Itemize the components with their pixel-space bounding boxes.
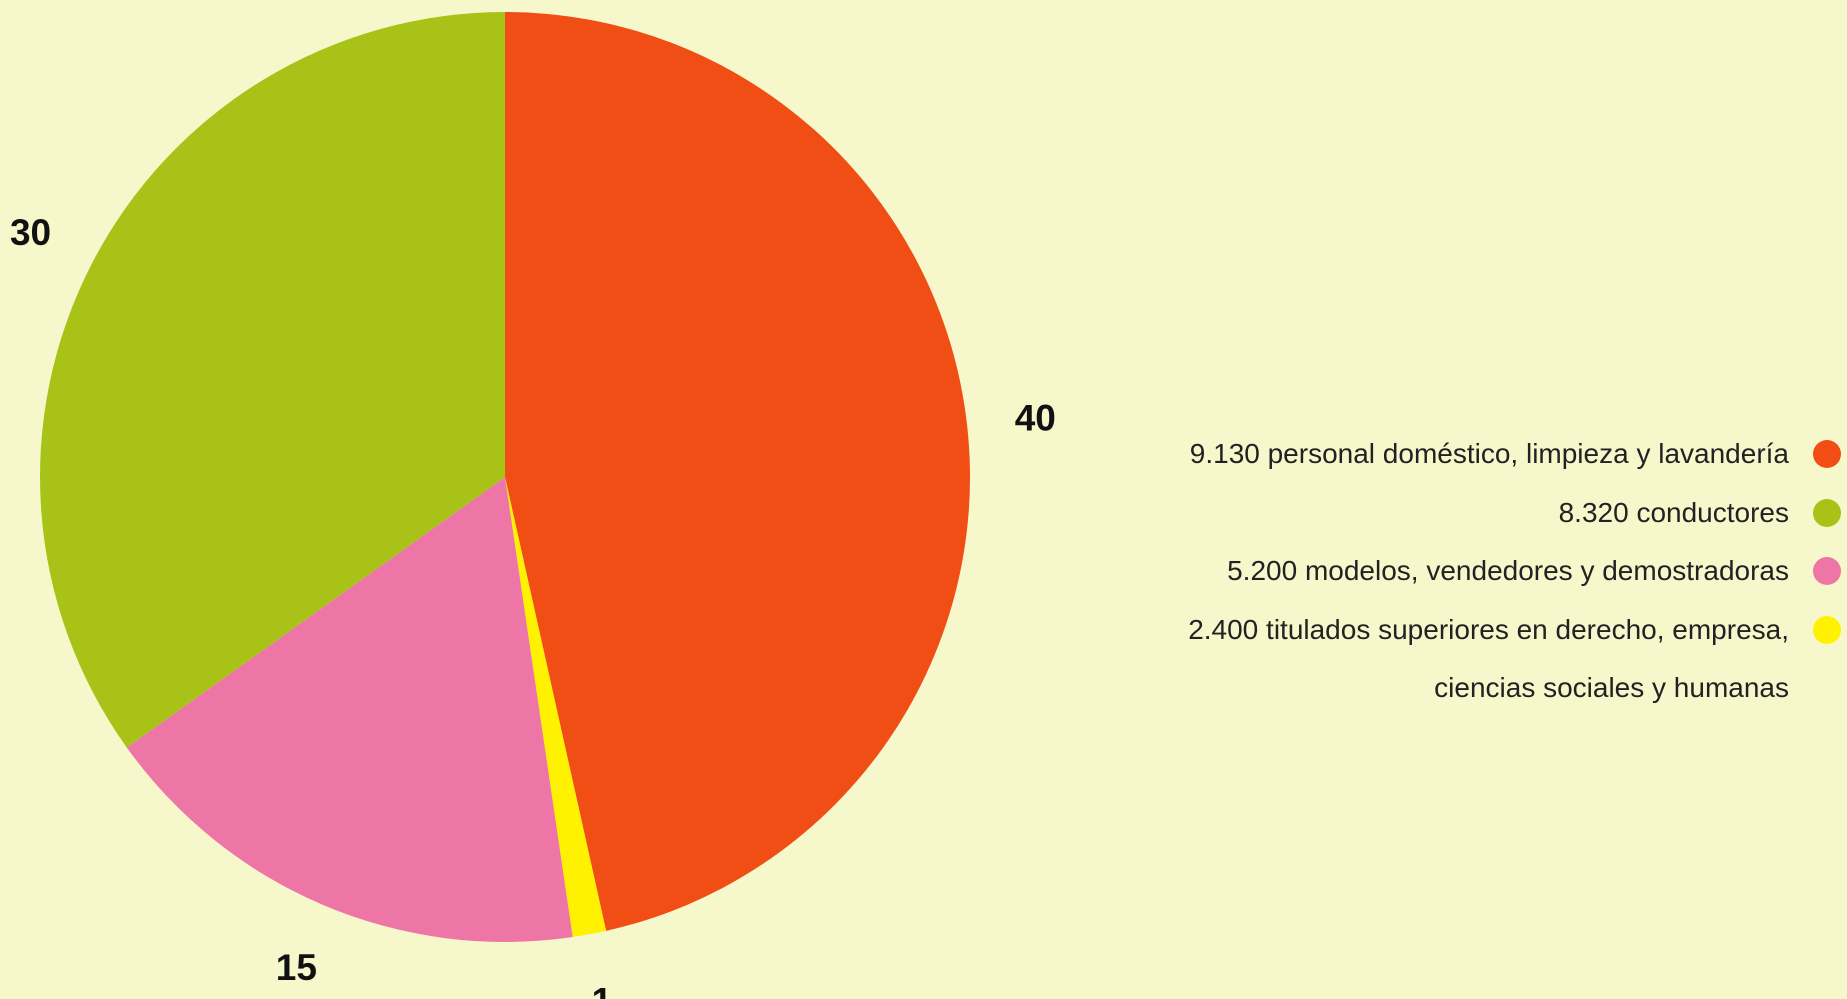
legend-label: 2.400 titulados superiores en derecho, e… <box>1188 613 1789 704</box>
legend-swatch <box>1813 615 1841 644</box>
legend-label: 8.320 conductores <box>1558 496 1789 528</box>
legend-item-graduates: 2.400 titulados superiores en derecho, e… <box>987 601 1847 718</box>
legend-item-drivers: 8.320 conductores <box>987 484 1847 543</box>
legend-swatch <box>1813 557 1841 585</box>
slice-value-label: 30 <box>10 212 51 253</box>
slice-value-label: 40 <box>1015 398 1056 439</box>
legend-label: 5.200 modelos, vendedores y demostradora… <box>1227 555 1789 586</box>
legend-swatch <box>1813 498 1841 527</box>
legend-swatch <box>1813 440 1841 468</box>
legend: 9.130 personal doméstico, limpieza y lav… <box>987 425 1847 718</box>
slice-value-label: 1 <box>592 981 613 999</box>
pie-slice-1 <box>505 477 607 938</box>
pie-slice-15 <box>126 477 573 942</box>
legend-item-domestic: 9.130 personal doméstico, limpieza y lav… <box>987 425 1847 484</box>
legend-label: 9.130 personal doméstico, limpieza y lav… <box>1189 438 1789 469</box>
legend-item-models: 5.200 modelos, vendedores y demostradora… <box>987 542 1847 601</box>
pie-slice-30 <box>39 12 506 748</box>
pie-slice-40 <box>505 12 971 931</box>
slice-value-label: 15 <box>276 947 317 988</box>
